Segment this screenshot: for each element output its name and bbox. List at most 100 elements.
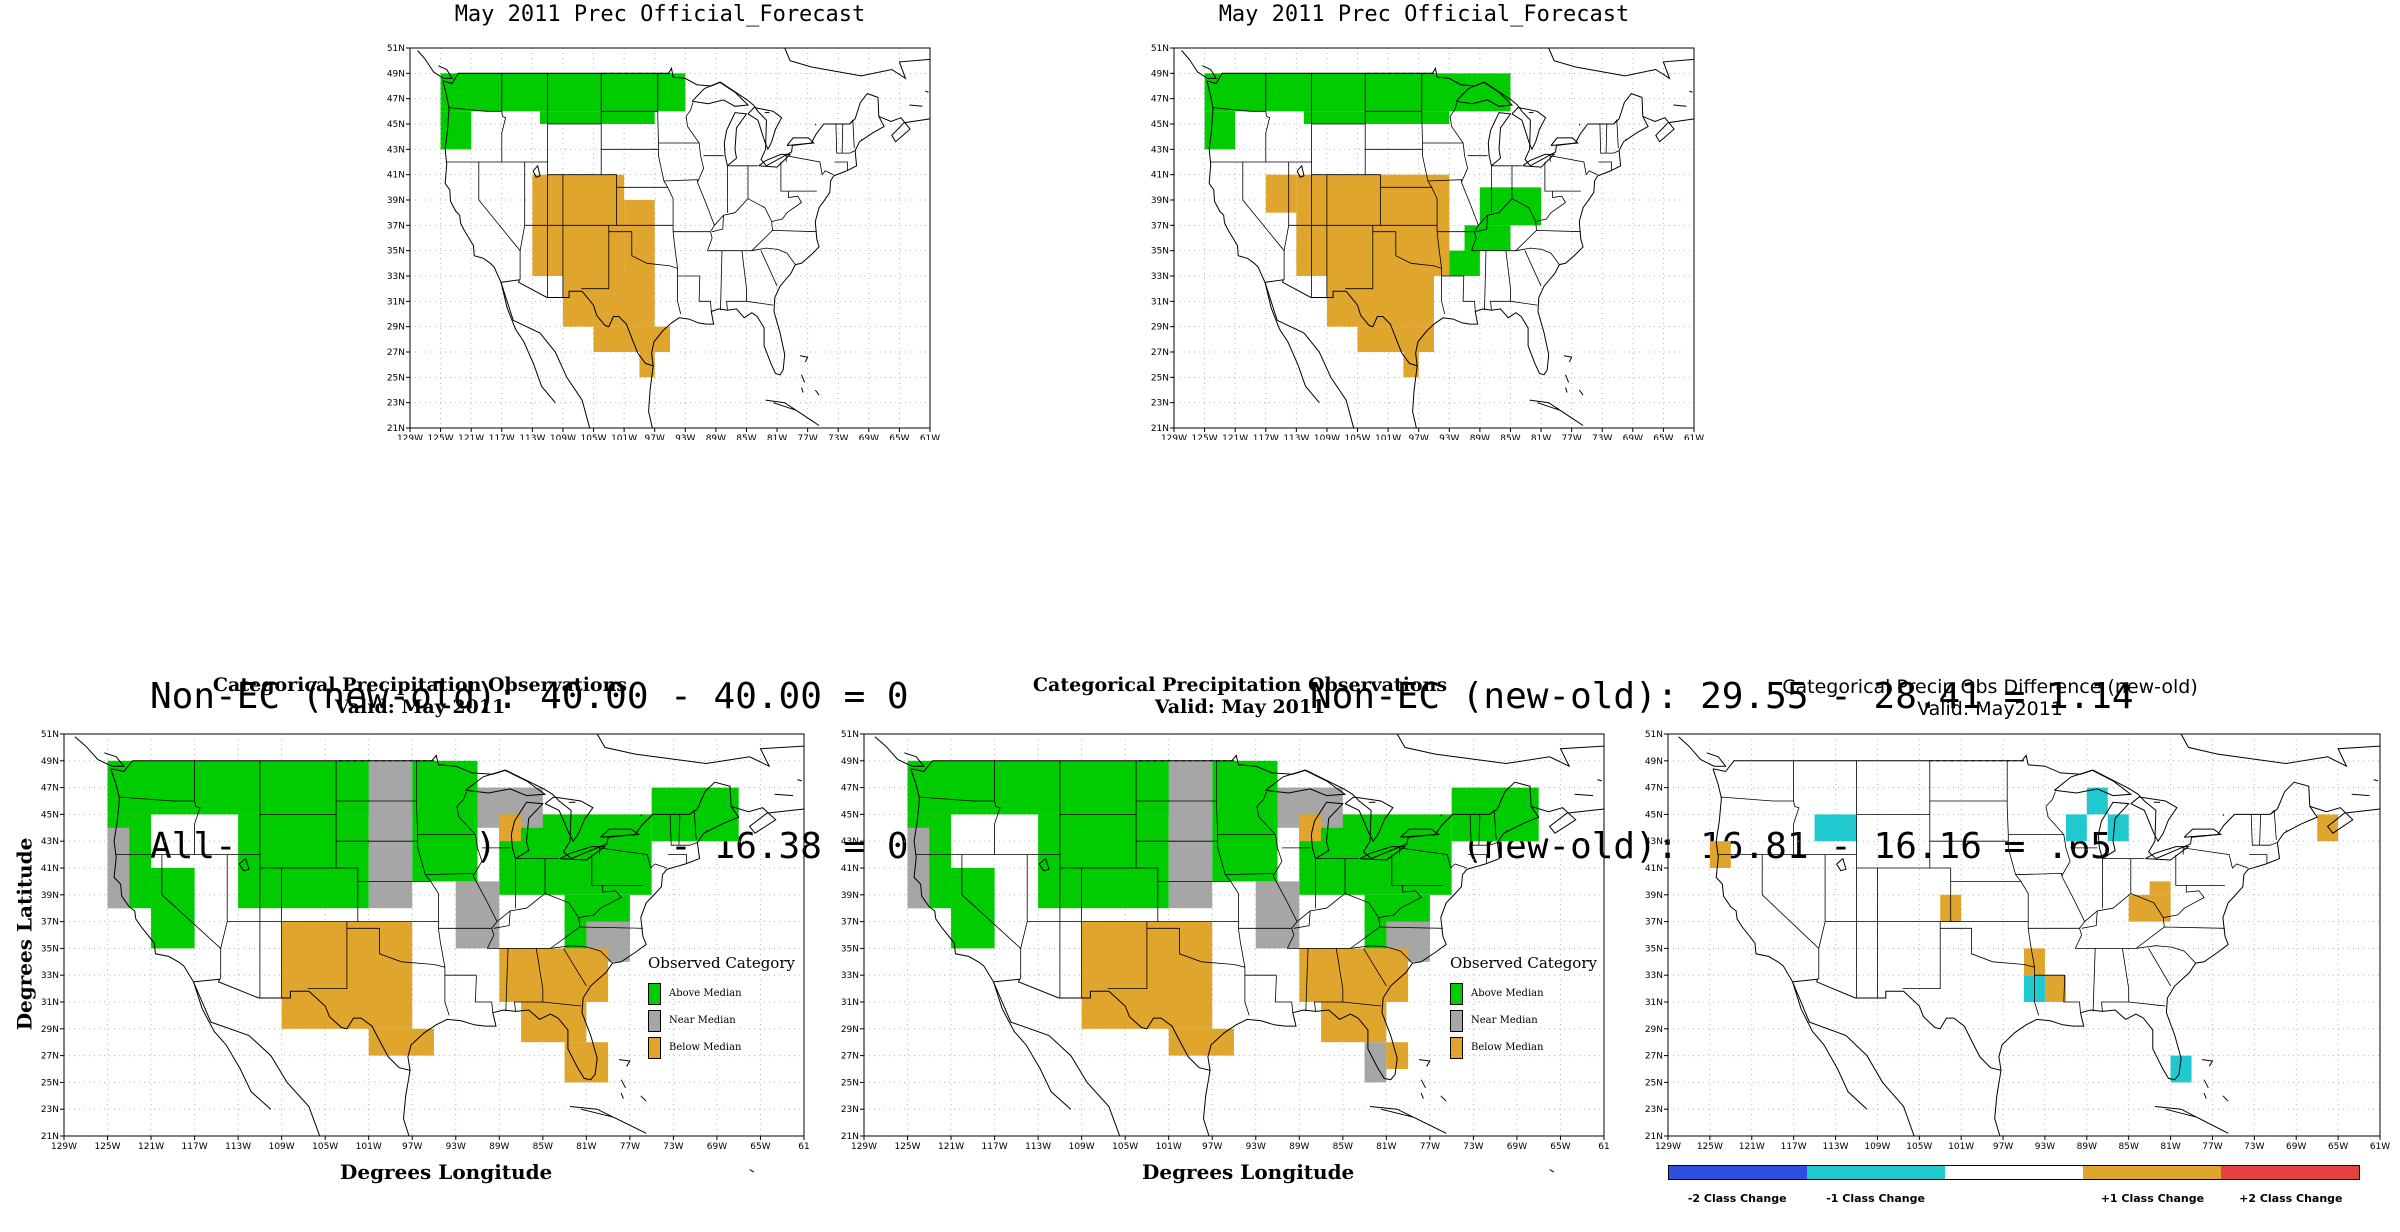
state-border <box>1265 73 1271 162</box>
us-outline <box>1712 754 2318 1081</box>
y-tick-label: 23N <box>1645 1105 1663 1115</box>
y-tick-label: 41N <box>1151 171 1169 181</box>
x-tick-label: 101W <box>1156 1142 1182 1152</box>
y-tick-label: 47N <box>387 95 405 105</box>
state-border <box>1468 854 1487 864</box>
state-border <box>2081 910 2098 929</box>
coastline <box>500 282 595 429</box>
state-border <box>1135 760 1159 922</box>
state-border <box>118 796 195 802</box>
below-cell <box>1326 276 1434 327</box>
legend-item-near: Near Median <box>648 1007 795 1034</box>
y-tick-label: 35N <box>1151 247 1169 257</box>
x-tick-label: 89W <box>706 434 726 440</box>
y-tick-label: 27N <box>1151 348 1169 358</box>
state-border <box>1449 102 1464 144</box>
map-cells <box>107 760 739 1083</box>
x-tick-label: 125W <box>1697 1142 1723 1152</box>
island-outline <box>1369 1106 1447 1134</box>
x-tick-label: 125W <box>428 434 454 440</box>
state-border <box>1478 814 1481 846</box>
island-outline <box>2203 1079 2209 1089</box>
x-tick-label: 105W <box>1344 434 1370 440</box>
island-outline <box>2351 793 2370 797</box>
island-outline <box>1574 793 1594 797</box>
island-outline <box>74 736 125 767</box>
island-outline <box>1418 1059 1431 1067</box>
island-outline <box>1565 374 1570 383</box>
island-outline <box>1420 1079 1426 1089</box>
x-tick-label: 93W <box>446 1142 466 1152</box>
state-border <box>542 1001 581 1007</box>
diff-bar-zero <box>1945 1166 2083 1179</box>
state-border <box>307 921 348 990</box>
state-border <box>416 760 446 968</box>
state-border <box>2259 814 2261 846</box>
state-border <box>1272 875 1298 929</box>
state-border <box>1510 300 1538 306</box>
x-tick-label: 129W <box>397 434 423 440</box>
state-border <box>563 948 587 987</box>
x-tick-label: 65W <box>1653 434 1673 440</box>
x-tick-label: 89W <box>489 1142 509 1152</box>
stats-right-line1: Non-EC (new-old): 29.55 - 28.41 = 1.14 <box>1310 676 2134 717</box>
bottom-left-map-svg: 129W 125W 121W 117W 113W 109W 105W 101W 97W 93W 89… <box>41 730 810 1173</box>
state-border <box>1599 123 1620 154</box>
y-tick-label: 51N <box>1151 44 1169 54</box>
x-tick-label: 125W <box>894 1142 920 1152</box>
diff-label-minus2: -2 Class Change <box>1687 1192 1787 1205</box>
x-tick-label: 85W <box>533 1142 553 1152</box>
lake-outline <box>786 137 815 146</box>
x-tick-label: 69W <box>707 1142 727 1152</box>
top-right-map-svg: 129W 125W 121W 117W 113W 109W 105W 101W 97W 93W 89… <box>1151 44 1704 440</box>
bottom-middle-xlabel: Degrees Longitude <box>1142 1160 1355 1184</box>
state-border <box>581 225 610 290</box>
lake-outline <box>1487 112 1512 167</box>
x-tick-label: 73W <box>663 1142 683 1152</box>
x-tick-label: 93W <box>675 434 695 440</box>
x-tick-label: 85W <box>736 434 756 440</box>
y-tick-label: 35N <box>841 944 859 954</box>
y-tick-label: 27N <box>41 1052 59 1062</box>
island-outline <box>1420 1092 1424 1099</box>
x-tick-label: 97W <box>1409 434 1429 440</box>
map-geography <box>74 733 805 1173</box>
x-tick-label: 77W <box>2202 1142 2222 1152</box>
state-border <box>1605 123 1608 154</box>
y-tick-label: 33N <box>1645 971 1663 981</box>
coastline <box>1396 733 1605 768</box>
x-tick-label: 85W <box>2119 1142 2139 1152</box>
y-tick-label: 37N <box>841 918 859 928</box>
y-tick-label: 39N <box>841 891 859 901</box>
state-border <box>1471 229 1581 252</box>
lake-outline <box>2183 828 2223 838</box>
state-border <box>918 796 995 802</box>
below-cell <box>593 326 670 352</box>
state-border <box>1242 162 1285 280</box>
lake-outline <box>1296 164 1305 178</box>
above-cell <box>907 760 1191 815</box>
below-cell <box>624 200 655 276</box>
lake-outline <box>1550 137 1579 146</box>
legend-item-above-2: Above Median <box>1450 980 1597 1007</box>
lake-outline <box>1310 801 1344 860</box>
island-outline <box>569 1106 647 1134</box>
map-frame <box>409 47 931 429</box>
y-tick-label: 37N <box>387 221 405 231</box>
coastline <box>1792 981 1868 1110</box>
map-cells <box>907 760 1539 1083</box>
state-border <box>194 760 201 855</box>
island-outline <box>774 793 794 797</box>
x-tick-label: 81W <box>1531 434 1551 440</box>
x-tick-label: 113W <box>519 434 545 440</box>
y-tick-label: 31N <box>1645 998 1663 1008</box>
island-outline <box>801 374 806 383</box>
state-border <box>472 875 498 929</box>
legend-item-near-2: Near Median <box>1450 1007 1597 1034</box>
map-frame <box>1173 47 1695 429</box>
state-border <box>1364 73 1381 226</box>
above-cell <box>540 111 655 124</box>
y-tick-label: 49N <box>841 757 859 767</box>
y-tick-label: 41N <box>1645 864 1663 874</box>
state-border <box>1598 161 1612 171</box>
